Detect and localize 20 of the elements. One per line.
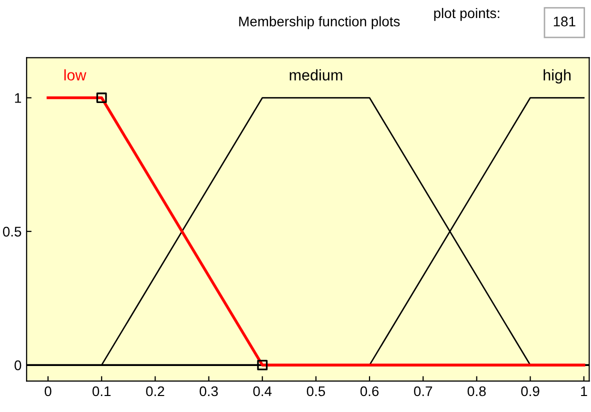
chart-title: Membership function plots: [239, 16, 400, 30]
x-tick-label: 0.1: [92, 386, 111, 396]
series-label: low: [64, 69, 86, 80]
x-tick-label: 0.6: [360, 386, 379, 396]
series-label: high: [544, 69, 571, 84]
x-tick-label: 0.8: [468, 386, 486, 396]
x-tick-label: 0: [44, 386, 52, 396]
x-tick-label: 0.9: [521, 386, 540, 396]
text: 181: [554, 16, 576, 26]
x-tick-label: 0.4: [253, 386, 272, 396]
x-tick-label: 0.3: [200, 386, 218, 396]
x-tick-label: 0.7: [414, 386, 432, 396]
y-tick-label: 0.5: [2, 226, 22, 237]
y-tick-label: 1: [15, 93, 22, 103]
x-tick-label: 0.2: [146, 386, 164, 396]
series-label: medium: [290, 69, 342, 80]
x-tick-label: 1: [581, 386, 588, 396]
y-tick-label: 0: [14, 360, 22, 370]
x-tick-label: 0.5: [306, 386, 326, 396]
text: plot points:: [434, 8, 500, 21]
